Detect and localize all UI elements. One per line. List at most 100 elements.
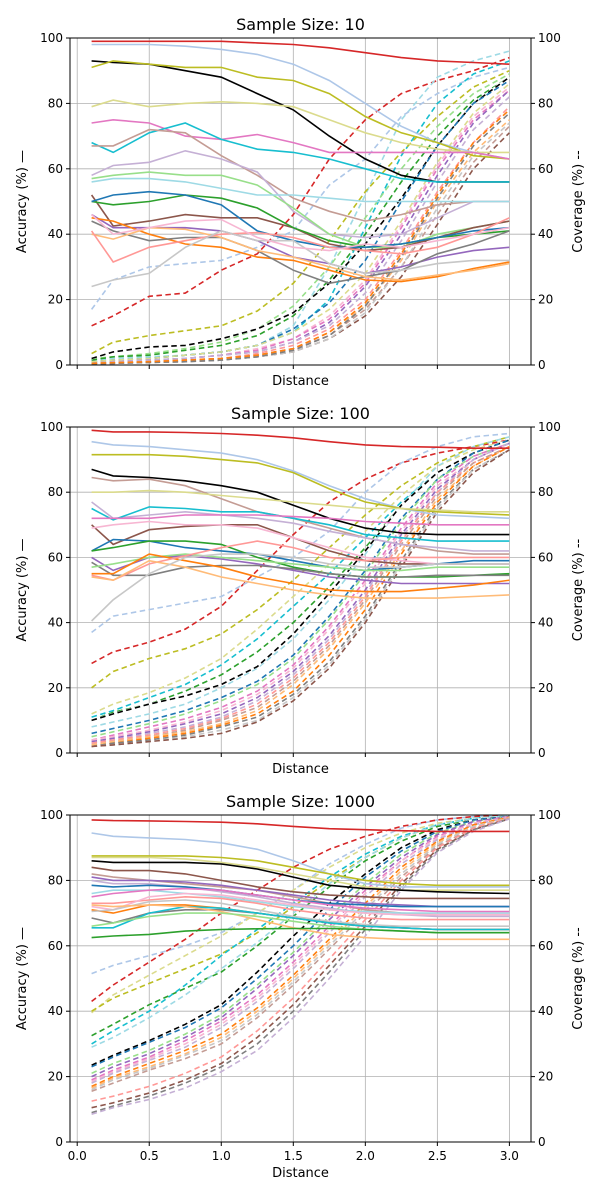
accuracy-series-13 — [91, 540, 510, 578]
accuracy-series-21 — [91, 927, 510, 939]
accuracy-series-9 — [91, 879, 510, 918]
y2-tick-label: 20 — [538, 1070, 553, 1084]
x-tick-label: 0.5 — [140, 1149, 159, 1163]
y-tick-label: 100 — [40, 420, 63, 434]
coverage-series-14 — [91, 442, 510, 744]
coverage-series-1 — [91, 56, 510, 327]
y2-tick-label: 60 — [538, 939, 553, 953]
coverage-series-12 — [91, 815, 510, 1081]
coverage-series-12 — [91, 442, 510, 741]
subplot-1: 0 0 20 20 40 40 60 60 80 80 100 100 Sample Size: 10 D… — [15, 15, 586, 389]
y-tick-label: 0 — [55, 1135, 63, 1149]
y-tick-label: 40 — [48, 1004, 63, 1018]
y2-tick-label: 80 — [538, 873, 553, 887]
coverage-series-21 — [91, 818, 510, 1114]
accuracy-series-6 — [91, 118, 510, 160]
y-tick-label: 0 — [55, 746, 63, 760]
accuracy-series-7 — [91, 501, 510, 552]
chart-title: Sample Size: 10 — [236, 15, 365, 34]
x-axis-label: Distance — [272, 762, 329, 777]
accuracy-series-17 — [91, 553, 510, 593]
y2-tick-label: 40 — [538, 1004, 553, 1018]
coverage-series-1 — [91, 439, 510, 665]
x-tick-label: 1.5 — [284, 1149, 303, 1163]
coverage-series-7 — [91, 815, 510, 1048]
coverage-series-4 — [91, 439, 510, 715]
coverage-series-8 — [91, 76, 510, 360]
y2-tick-label: 80 — [538, 96, 553, 110]
coverage-series-3 — [91, 815, 510, 1014]
y-tick-label: 60 — [48, 550, 63, 564]
chart-title: Sample Size: 100 — [231, 404, 370, 423]
coverage-series-underlay — [91, 815, 510, 1067]
y2-axis-label: Coverage (%) -- — [571, 927, 586, 1030]
chart-title: Sample Size: 1000 — [226, 792, 375, 811]
coverage-series-7 — [91, 76, 510, 361]
y2-tick-label: 100 — [538, 420, 561, 434]
accuracy-series-7 — [91, 122, 510, 183]
coverage-series-7 — [91, 436, 510, 728]
y2-tick-label: 40 — [538, 227, 553, 241]
accuracy-series-21 — [91, 214, 510, 252]
accuracy-series-5 — [91, 99, 510, 154]
coverage-series-21 — [91, 109, 510, 365]
y-tick-label: 60 — [48, 939, 63, 953]
y-tick-label: 20 — [48, 681, 63, 695]
coverage-series-3 — [91, 436, 510, 689]
accuracy-series-9 — [91, 149, 510, 239]
accuracy-series-20 — [91, 230, 510, 288]
y-axis-label: Accuracy (%) — — [15, 927, 30, 1030]
coverage-series-20 — [91, 818, 510, 1109]
coverage-series-9 — [91, 815, 510, 1068]
accuracy-series-19 — [91, 559, 510, 599]
coverage-series-17 — [91, 445, 510, 746]
accuracy-series-6 — [91, 489, 510, 513]
y2-tick-label: 40 — [538, 616, 553, 630]
y-tick-label: 40 — [48, 227, 63, 241]
y2-tick-label: 100 — [538, 31, 561, 45]
accuracy-series-1 — [91, 429, 510, 450]
y2-tick-label: 0 — [538, 746, 546, 760]
coverage-series-18 — [91, 445, 510, 748]
coverage-series-19 — [91, 449, 510, 748]
x-tick-label: 3.0 — [500, 1149, 519, 1163]
accuracy-series-12 — [91, 887, 510, 913]
y-tick-label: 100 — [40, 31, 63, 45]
accuracy-series-11 — [91, 177, 510, 203]
coverage-series-10 — [91, 83, 510, 363]
accuracy-series-16 — [91, 553, 510, 572]
accuracy-series-2 — [91, 440, 510, 520]
accuracy-series-16 — [91, 899, 510, 928]
coverage-series-13 — [91, 442, 510, 743]
coverage-series-11 — [91, 815, 510, 1078]
axes-frame — [69, 37, 532, 366]
accuracy-series-10 — [91, 171, 510, 249]
y-tick-label: 80 — [48, 96, 63, 110]
coverage-series-9 — [91, 439, 510, 735]
coverage-series-19 — [91, 817, 510, 1102]
y-tick-label: 40 — [48, 616, 63, 630]
axes-frame — [69, 814, 532, 1143]
accuracy-series-19 — [90, 217, 510, 263]
accuracy-series-16 — [91, 217, 510, 283]
y2-tick-label: 60 — [538, 162, 553, 176]
coverage-series-6 — [91, 73, 510, 360]
subplot-3: 0.0 0.5 1.0 1.5 2.0 2.5 3.0 0 0 20 20 40 40 60 60 80 80 1… — [15, 792, 586, 1181]
y2-tick-label: 20 — [538, 293, 553, 307]
x-tick-label: 0.0 — [68, 1149, 87, 1163]
coverage-series-10 — [91, 815, 510, 1075]
y2-tick-label: 100 — [538, 808, 561, 822]
y2-tick-label: 60 — [538, 550, 553, 564]
y-tick-label: 100 — [40, 808, 63, 822]
coverage-series-15 — [91, 445, 510, 744]
y2-tick-label: 20 — [538, 681, 553, 695]
accuracy-series-4 — [91, 856, 510, 892]
coverage-series-underlay — [91, 438, 510, 722]
series-group — [90, 40, 511, 365]
axes-frame — [69, 426, 532, 754]
y2-axis-label: Coverage (%) -- — [571, 150, 586, 253]
accuracy-series-18 — [91, 540, 510, 582]
subplot-2: 0 0 20 20 40 40 60 60 80 80 100 100 Sample Size: 100… — [15, 404, 586, 777]
accuracy-series-14 — [91, 892, 510, 916]
